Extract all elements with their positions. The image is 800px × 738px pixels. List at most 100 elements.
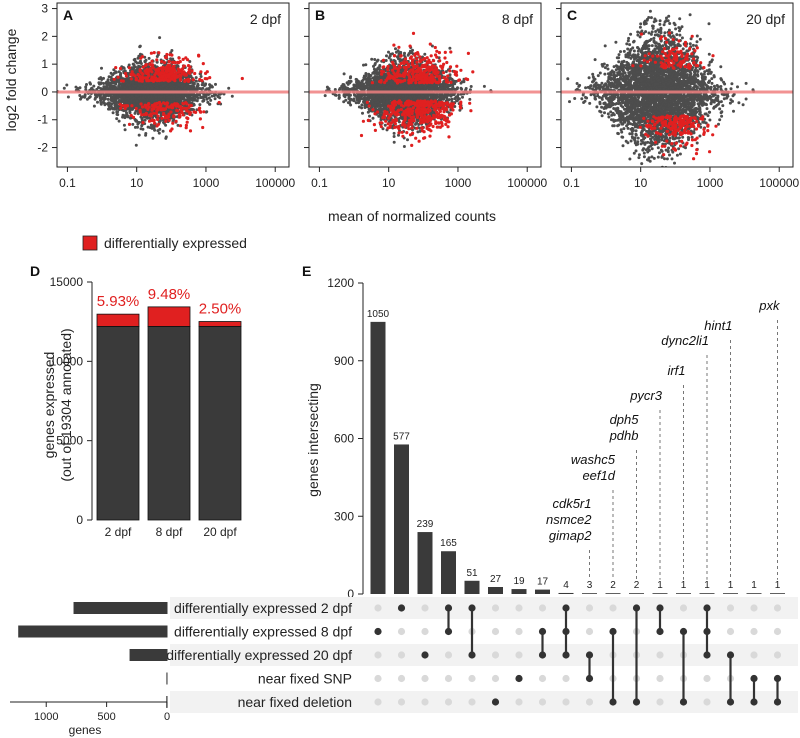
grey-point [214,82,217,86]
red-point [182,70,186,74]
red-point [162,61,167,65]
grey-point [146,87,150,91]
grey-point [92,104,96,108]
grey-point [78,86,82,90]
grey-point [85,83,88,86]
y-tick-label: 3 [41,2,48,16]
grey-point [360,103,364,107]
x-tick-label: 1000 [193,176,220,190]
grey-point [143,82,147,86]
red-point [161,67,165,71]
red-point [155,101,159,105]
red-point [155,109,159,113]
grey-point [170,49,174,52]
grey-point [131,122,135,126]
red-point [240,76,244,81]
grey-point [128,86,132,90]
grey-point [76,87,80,90]
grey-point [370,57,374,61]
red-point [133,74,137,78]
red-point [136,72,140,77]
grey-point [105,84,109,88]
grey-point [123,128,127,132]
grey-point [166,98,170,102]
grey-point [206,100,210,104]
red-point [172,115,176,119]
red-point [186,64,191,68]
red-point [146,107,150,111]
grey-point [174,111,178,115]
grey-point [128,111,132,115]
red-point [170,106,174,110]
red-point [184,56,188,60]
grey-point [138,97,142,101]
grey-point [176,123,180,127]
red-point [208,76,212,80]
grey-point [84,85,88,89]
red-point [143,103,147,107]
grey-point [156,129,160,133]
red-point [178,73,182,77]
grey-point [143,118,147,122]
red-point [170,127,174,131]
red-point [164,119,168,123]
grey-point [158,119,162,123]
grey-point [188,60,192,63]
grey-point [112,71,116,75]
y-tick-label: -2 [37,141,48,155]
grey-point [109,75,113,79]
ma-x-axis-label: mean of normalized counts [328,208,496,224]
red-point [198,117,202,121]
red-point [184,126,188,130]
grey-point [66,95,70,99]
red-point [165,102,169,106]
grey-point [191,81,195,85]
red-point [173,69,177,73]
red-point [175,108,179,113]
red-point [184,73,188,77]
grey-point [403,51,406,55]
red-point [150,108,154,112]
red-point [125,104,130,108]
red-point [148,62,152,67]
red-point [164,55,168,60]
red-point [127,122,132,126]
grey-point [208,102,212,106]
red-point [188,129,193,133]
grey-point [209,98,213,102]
grey-point [120,97,124,101]
grey-point [88,95,92,99]
red-point [191,78,195,82]
grey-point [161,129,165,133]
grey-point [210,94,214,98]
points-layer [323,31,493,148]
red-point [158,78,162,82]
red-point [149,51,153,55]
red-point [150,59,154,63]
grey-point [112,68,116,72]
grey-point [148,126,152,130]
red-point [181,67,185,71]
grey-point [143,60,147,64]
grey-point [198,103,202,107]
grey-point [198,93,202,97]
red-point [154,68,158,72]
grey-point [103,103,107,107]
red-point [174,74,178,79]
red-point [112,77,116,81]
grey-point [110,87,113,91]
red-point [141,121,145,125]
red-point [123,106,127,110]
grey-point [198,87,202,90]
grey-point [139,127,143,131]
grey-point [201,99,205,103]
red-point [205,70,209,74]
grey-point [108,107,112,111]
grey-point [146,93,150,96]
grey-point [132,63,136,67]
grey-point [131,107,134,111]
y-tick-label: 0 [41,85,48,99]
red-point [177,115,182,119]
red-point [114,66,118,70]
